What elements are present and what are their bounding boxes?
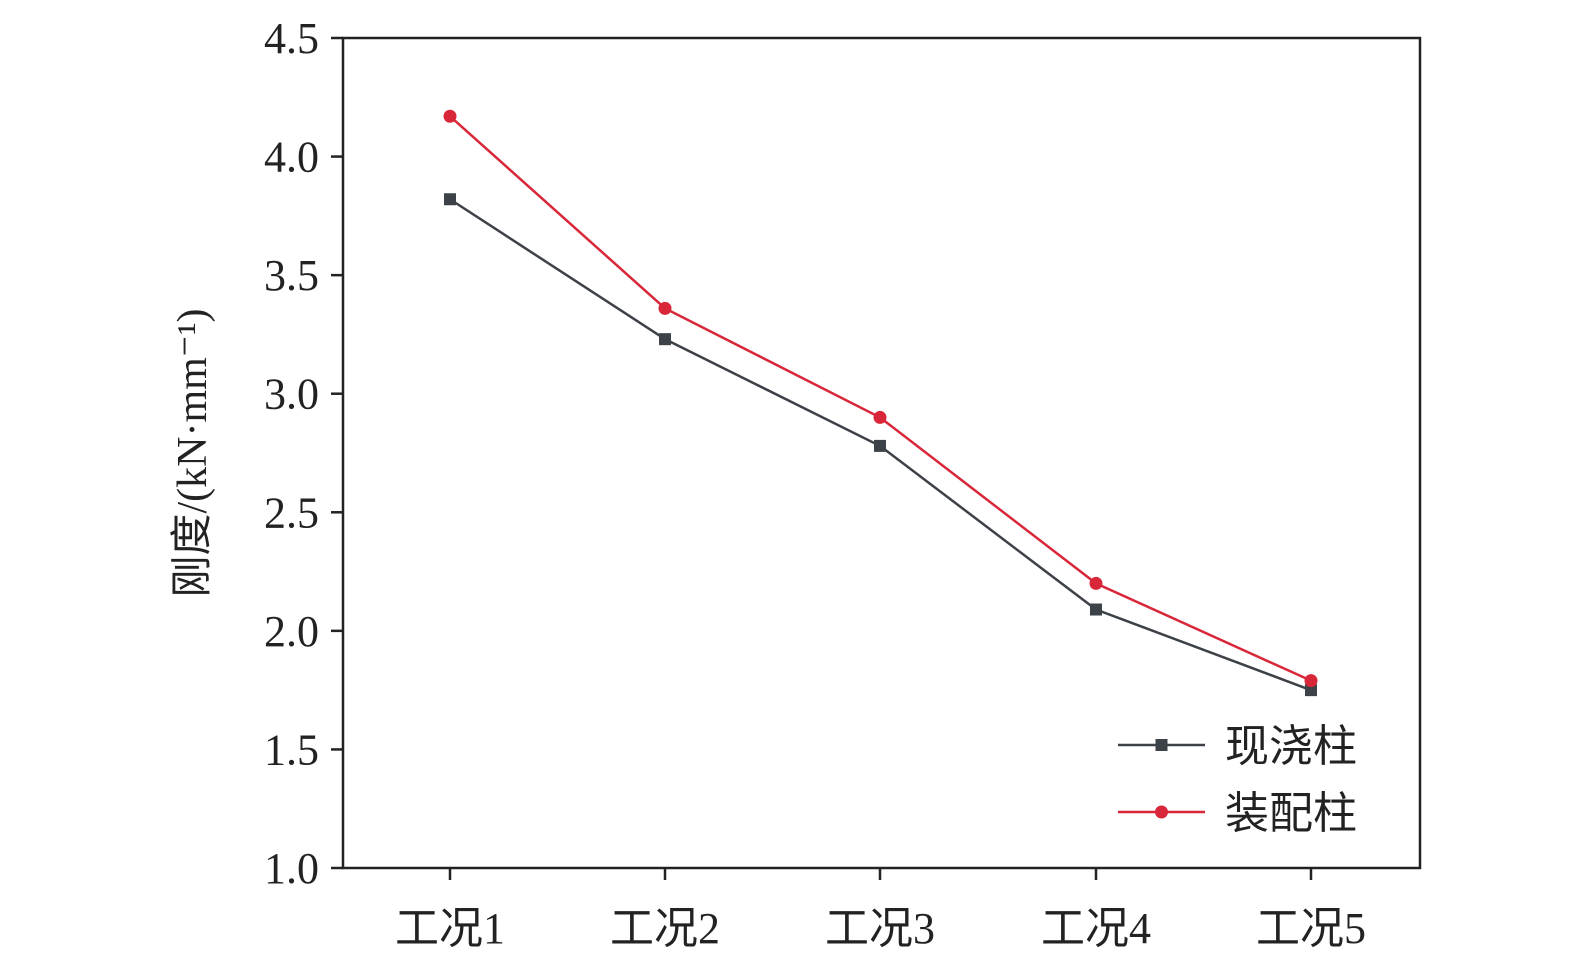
data-point [1304, 674, 1318, 688]
data-point [1089, 576, 1103, 590]
legend-marker [1155, 805, 1168, 819]
data-point [873, 410, 887, 424]
plot-frame [341, 36, 1422, 870]
ticks-layer: 1.0 1.5 2.0 2.5 3.0 3.5 4.0 4.5 工况1 工况2 工况3 工况4 工况5 [264, 14, 1366, 953]
x-tick-label: 工况4 [1041, 904, 1151, 953]
y-tick-label: 3.5 [264, 251, 319, 300]
y-tick-label: 4.5 [264, 14, 319, 63]
data-point [659, 333, 671, 346]
data-point [874, 439, 886, 452]
y-tick-label: 1.0 [264, 844, 319, 893]
y-tick-label: 2.5 [264, 488, 319, 537]
data-point [658, 301, 672, 315]
y-tick-label: 4.0 [264, 133, 319, 182]
y-tick-label: 2.0 [264, 607, 319, 656]
x-tick-label: 工况1 [395, 904, 505, 953]
series-line [449, 115, 1312, 682]
y-tick-label: 1.5 [264, 725, 319, 774]
legend-label: 现浇柱 [1225, 722, 1357, 771]
series-layer [443, 109, 1318, 697]
x-tick-label: 工况5 [1256, 904, 1366, 953]
x-tick-label: 工况3 [825, 904, 935, 953]
data-point [1305, 684, 1317, 697]
data-point [443, 109, 457, 123]
legend-label: 装配柱 [1225, 789, 1357, 838]
y-axis-title: 刚度/(kN·mm⁻¹) [170, 308, 216, 597]
x-tick-label: 工况2 [610, 904, 720, 953]
data-point [444, 193, 456, 206]
y-tick-label: 3.0 [264, 370, 319, 419]
data-point [1090, 603, 1102, 616]
legend-marker [1155, 739, 1168, 751]
